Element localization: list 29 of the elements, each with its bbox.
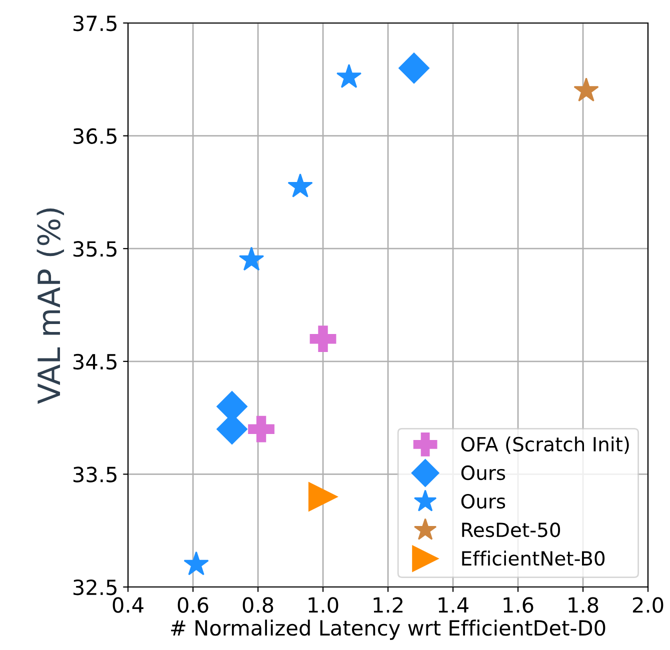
y-tick-label: 37.5	[73, 15, 116, 32]
y-tick-label: 34.5	[73, 354, 116, 370]
y-tick-label: 36.5	[73, 128, 116, 144]
point	[336, 64, 362, 88]
x-tick-label: 0.8	[242, 597, 274, 613]
legend-label: Ours	[461, 494, 506, 509]
x-tick-label: 0.4	[112, 597, 144, 613]
point	[248, 416, 274, 442]
x-axis-title: # Normalized Latency wrt EfficientDet-D0	[171, 620, 606, 640]
point	[238, 246, 264, 271]
x-tick-label: 1.4	[438, 597, 468, 613]
x-tick-label: 0.6	[178, 597, 208, 613]
point	[288, 173, 313, 198]
y-axis-title: VAL mAP (%)	[36, 208, 64, 404]
x-tick-label: 1.2	[374, 597, 402, 613]
legend-label: ResDet-50	[462, 522, 560, 538]
x-tick-label: 1.6	[504, 597, 534, 613]
x-tick-label: 1.8	[568, 597, 598, 613]
legend-label: EfficientNet-B0	[462, 550, 605, 566]
x-tick-label: 2.0	[632, 597, 664, 613]
y-tick-label: 32.5	[73, 579, 116, 596]
y-tick-label: 33.5	[73, 466, 116, 482]
y-tick-label: 35.5	[73, 241, 116, 257]
point	[310, 326, 336, 352]
point	[574, 77, 599, 102]
x-tick-label: 1.0	[308, 597, 338, 613]
legend-label: Ours	[461, 465, 506, 480]
point	[308, 482, 338, 512]
legend-label: OFA (Scratch Init)	[461, 436, 629, 454]
